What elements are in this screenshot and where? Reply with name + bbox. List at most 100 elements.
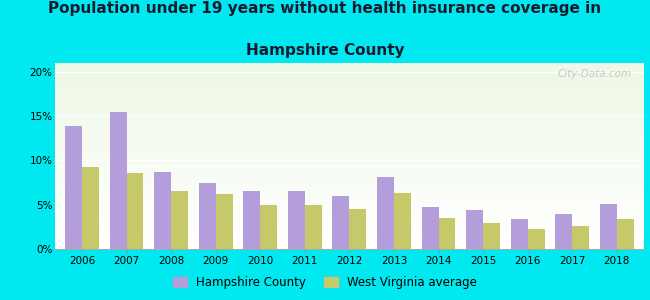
- Bar: [55, 129, 644, 130]
- Bar: [55, 225, 644, 226]
- Bar: [55, 83, 644, 84]
- Bar: [55, 231, 644, 232]
- Bar: [55, 143, 644, 144]
- Bar: [55, 95, 644, 97]
- Bar: [55, 141, 644, 142]
- Bar: [55, 140, 644, 141]
- Bar: [55, 238, 644, 239]
- Bar: [55, 219, 644, 220]
- Bar: [55, 132, 644, 133]
- Bar: [55, 111, 644, 112]
- Bar: [55, 203, 644, 204]
- Bar: [55, 84, 644, 85]
- Bar: [55, 243, 644, 244]
- Bar: [55, 212, 644, 213]
- Bar: [55, 177, 644, 178]
- Bar: [55, 246, 644, 247]
- Bar: [55, 82, 644, 83]
- Bar: [55, 173, 644, 174]
- Bar: [305, 205, 322, 249]
- Bar: [55, 142, 644, 143]
- Bar: [55, 93, 644, 94]
- Bar: [55, 148, 644, 149]
- Text: City-Data.com: City-Data.com: [558, 69, 632, 79]
- Bar: [55, 206, 644, 207]
- Bar: [55, 94, 644, 96]
- Bar: [55, 98, 644, 99]
- Bar: [55, 130, 644, 131]
- Bar: [55, 149, 644, 150]
- Bar: [55, 215, 644, 216]
- Bar: [394, 193, 411, 249]
- Bar: [55, 181, 644, 182]
- Bar: [55, 159, 644, 160]
- Bar: [55, 90, 644, 91]
- Bar: [55, 169, 644, 170]
- Bar: [55, 92, 644, 93]
- Bar: [55, 122, 644, 124]
- Bar: [55, 71, 644, 72]
- Text: Population under 19 years without health insurance coverage in: Population under 19 years without health…: [49, 2, 601, 16]
- Bar: [171, 190, 188, 249]
- Bar: [55, 198, 644, 199]
- Bar: [483, 223, 500, 249]
- Text: Hampshire County: Hampshire County: [246, 44, 404, 59]
- Bar: [55, 117, 644, 118]
- Bar: [55, 118, 644, 119]
- Bar: [55, 65, 644, 66]
- Bar: [55, 134, 644, 135]
- Bar: [199, 184, 216, 249]
- Legend: Hampshire County, West Virginia average: Hampshire County, West Virginia average: [168, 272, 482, 294]
- Bar: [55, 156, 644, 157]
- Bar: [55, 157, 644, 158]
- Bar: [55, 68, 644, 69]
- Bar: [55, 193, 644, 194]
- Bar: [55, 109, 644, 110]
- Bar: [55, 186, 644, 187]
- Bar: [55, 232, 644, 233]
- Bar: [55, 97, 644, 98]
- Bar: [528, 229, 545, 249]
- Bar: [55, 74, 644, 75]
- Bar: [55, 64, 644, 65]
- Bar: [55, 218, 644, 219]
- Bar: [55, 75, 644, 76]
- Bar: [55, 244, 644, 245]
- Bar: [154, 172, 171, 249]
- Bar: [55, 245, 644, 246]
- Bar: [55, 70, 644, 71]
- Bar: [55, 227, 644, 228]
- Bar: [55, 164, 644, 165]
- Bar: [377, 177, 394, 249]
- Bar: [55, 115, 644, 116]
- Bar: [55, 182, 644, 183]
- Bar: [55, 237, 644, 238]
- Bar: [55, 229, 644, 230]
- Bar: [55, 185, 644, 186]
- Bar: [55, 176, 644, 177]
- Bar: [55, 242, 644, 243]
- Bar: [55, 165, 644, 166]
- Bar: [55, 248, 644, 249]
- Bar: [55, 102, 644, 103]
- Bar: [55, 104, 644, 105]
- Bar: [55, 112, 644, 113]
- Bar: [55, 202, 644, 203]
- Bar: [55, 107, 644, 108]
- Bar: [55, 110, 644, 111]
- Bar: [55, 197, 644, 198]
- Bar: [243, 191, 260, 249]
- Bar: [55, 191, 644, 192]
- Bar: [55, 202, 644, 203]
- Bar: [55, 175, 644, 176]
- Bar: [55, 196, 644, 197]
- Bar: [55, 199, 644, 200]
- Bar: [55, 178, 644, 179]
- Bar: [55, 101, 644, 102]
- Bar: [55, 100, 644, 101]
- Bar: [555, 214, 572, 249]
- Bar: [55, 105, 644, 106]
- Bar: [55, 205, 644, 206]
- Bar: [55, 201, 644, 202]
- Bar: [55, 239, 644, 240]
